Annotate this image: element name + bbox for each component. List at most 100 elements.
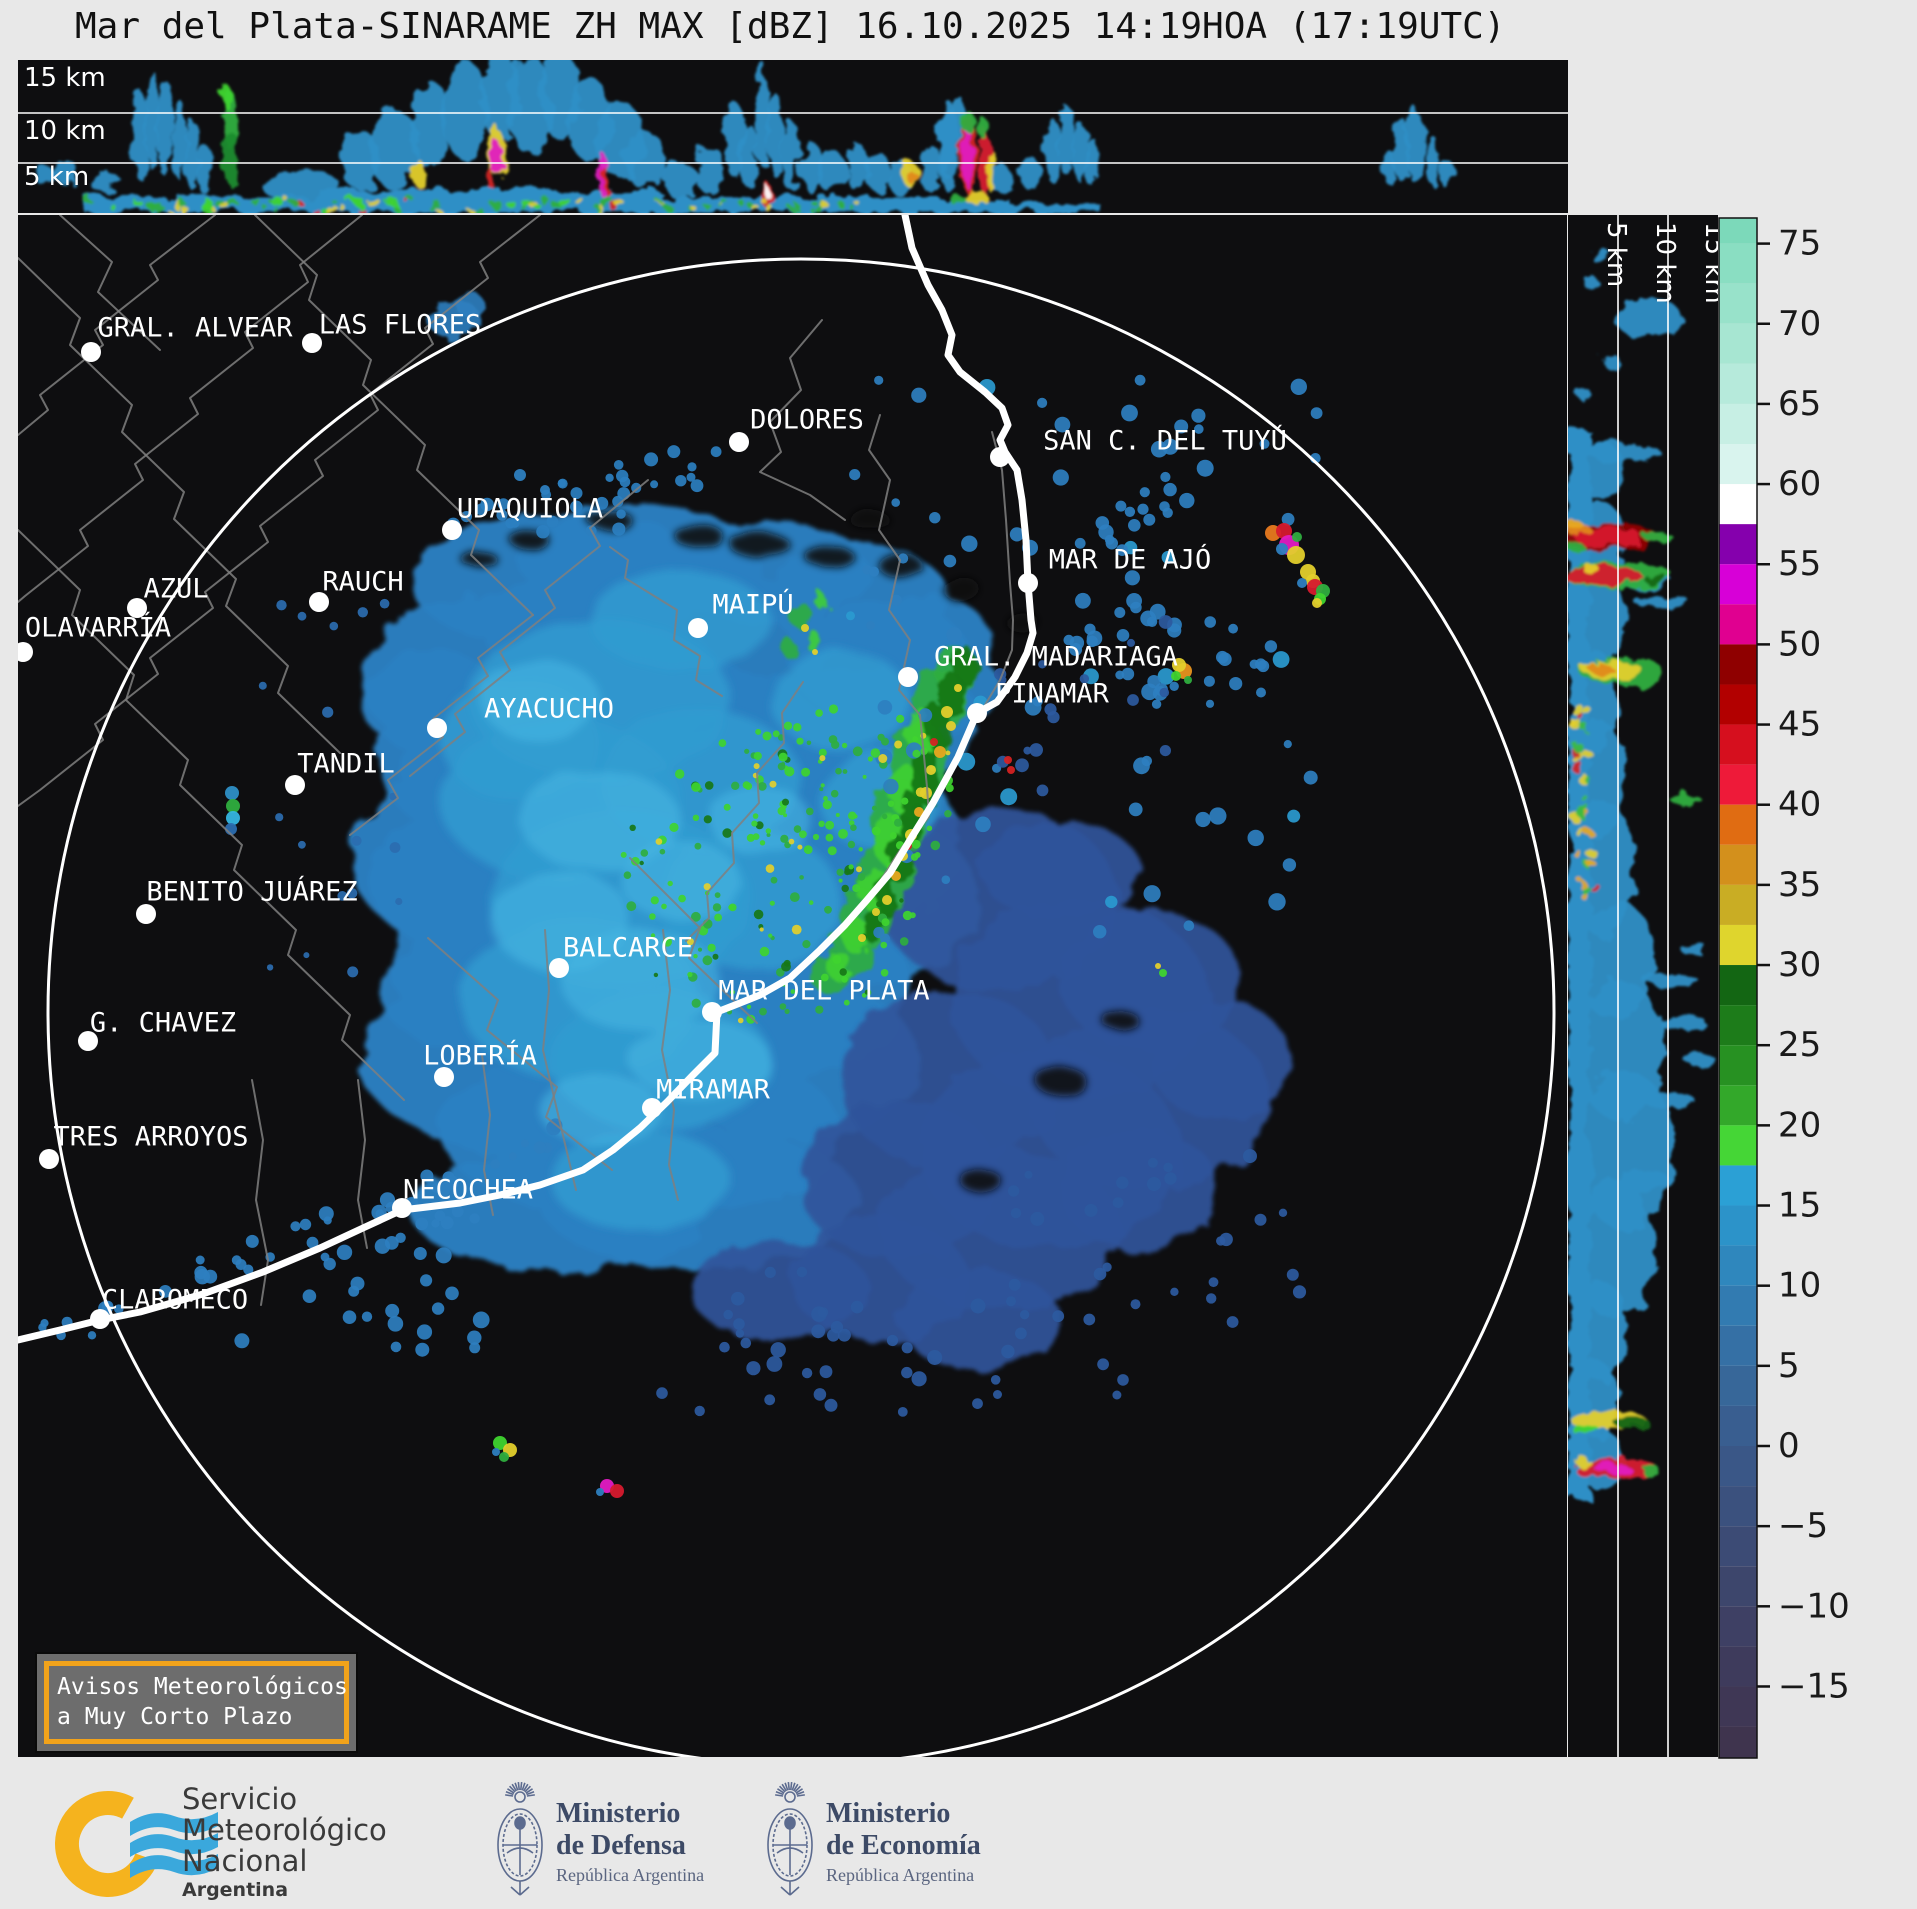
city-markers: GRAL. ALVEAR LAS FLORES DOLORES SAN C. DEL … <box>18 310 1287 1329</box>
city-label: LOBERÍA <box>423 1040 537 1072</box>
top-height-label: 5 km <box>24 162 89 192</box>
smn-line1: Servicio <box>182 1782 298 1816</box>
county-boundaries <box>18 215 1014 1306</box>
city-label: PINAMAR <box>995 679 1110 710</box>
city-label: UDAQUIOLA <box>457 494 603 525</box>
colorbar-tick-label: −15 <box>1778 1666 1850 1706</box>
top-height-label: 10 km <box>24 116 106 146</box>
economia-sub: República Argentina <box>826 1865 975 1885</box>
colorbar-tick-label: 75 <box>1778 224 1821 264</box>
city-dot <box>39 1149 59 1169</box>
city-dot <box>898 667 918 687</box>
right-height-label: 15 km <box>1699 222 1729 304</box>
defensa-crest-icon <box>489 1775 551 1905</box>
echo-holes <box>462 510 1138 1192</box>
smn-logo-icon <box>52 1786 222 1908</box>
defensa-line2: de Defensa <box>556 1830 686 1861</box>
ministerio-defensa: Ministerio de Defensa República Argentin… <box>556 1798 704 1886</box>
colorbar-tick-label: 15 <box>1778 1186 1821 1226</box>
right-height-label: 5 km <box>1601 222 1631 287</box>
city-dot <box>392 1198 412 1218</box>
defensa-line1: Ministerio <box>556 1798 681 1829</box>
colorbar-tick-label: −5 <box>1778 1506 1828 1546</box>
echo-mid <box>440 570 940 1230</box>
city-label: AZUL <box>143 574 208 605</box>
economia-line1: Ministerio <box>826 1798 951 1829</box>
page-title: Mar del Plata-SINARAME ZH MAX [dBZ] 16.1… <box>75 6 1506 47</box>
colorbar-tick-label: 40 <box>1778 785 1821 825</box>
colorbar-tick-label: 55 <box>1778 544 1821 584</box>
city-dot <box>549 958 569 978</box>
city-dot <box>729 432 749 452</box>
city-dot <box>285 775 305 795</box>
city-dot <box>688 618 708 638</box>
city-label: TRES ARROYOS <box>53 1122 248 1153</box>
top-profile-echoes <box>35 60 1451 213</box>
city-label: BENITO JUÁREZ <box>146 876 357 908</box>
city-label: BALCARCE <box>563 933 693 964</box>
city-label: GRAL. MADARIAGA <box>934 642 1178 673</box>
city-label: RAUCH <box>322 567 403 598</box>
city-dot <box>136 904 156 924</box>
city-label: AYACUCHO <box>484 694 614 725</box>
right-profile-echoes <box>1568 247 1716 1500</box>
top-cross-section-panel: 15 km 10 km 5 km <box>18 60 1568 213</box>
ministerio-economia: Ministerio de Economía República Argenti… <box>826 1798 981 1886</box>
colorbar-tick-label: −10 <box>1778 1586 1850 1626</box>
city-dot <box>642 1098 662 1118</box>
city-dot <box>1018 573 1038 593</box>
city-dot <box>90 1309 110 1329</box>
city-dot <box>702 1002 722 1022</box>
range-ring <box>46 257 1556 1757</box>
defensa-sub: República Argentina <box>556 1865 705 1885</box>
top-height-label: 15 km <box>24 63 106 93</box>
city-dot <box>81 342 101 362</box>
echo-speckles <box>38 374 1323 1417</box>
colorbar-tick-label: 30 <box>1778 945 1821 985</box>
city-dot <box>434 1067 454 1087</box>
city-dot <box>990 447 1010 467</box>
colorbar-tick-label: 50 <box>1778 624 1821 664</box>
colorbar-tick-label: 25 <box>1778 1025 1821 1065</box>
city-label: GRAL. ALVEAR <box>97 313 293 344</box>
colorbar-tick-label: 70 <box>1778 304 1821 344</box>
city-label: CLAROMECO <box>102 1285 248 1316</box>
city-label: MAIPÚ <box>712 589 793 621</box>
city-label: SAN C. DEL TUYÚ <box>1043 425 1287 457</box>
avisos-line2: a Muy Corto Plazo <box>57 1704 293 1730</box>
city-label: LAS FLORES <box>319 310 482 341</box>
echo-sea-field <box>690 810 1290 1370</box>
city-label: NECOCHEA <box>403 1175 533 1206</box>
smn-line2: Meteorológico <box>182 1813 387 1847</box>
economia-crest-icon <box>759 1775 821 1905</box>
city-dot <box>427 718 447 738</box>
city-dot <box>302 333 322 353</box>
right-height-label: 10 km <box>1650 222 1680 304</box>
map-panel: GRAL. ALVEAR LAS FLORES DOLORES SAN C. DEL … <box>18 215 1567 1757</box>
smn-line3: Nacional <box>182 1844 308 1878</box>
city-label: G. CHAVEZ <box>90 1008 236 1039</box>
smn-logo-text: Servicio Meteorológico Nacional Argentin… <box>182 1782 387 1902</box>
city-label: MAR DE AJÓ <box>1049 544 1212 576</box>
colorbar-tick-label: 65 <box>1778 384 1821 424</box>
city-label: TANDIL <box>297 749 395 780</box>
city-label: DOLORES <box>750 405 864 436</box>
economia-line2: de Economía <box>826 1830 981 1861</box>
colorbar-tick-label: 60 <box>1778 464 1821 504</box>
city-dot <box>18 642 33 662</box>
city-dot <box>78 1031 98 1051</box>
colorbar-tick-label: 0 <box>1778 1426 1800 1466</box>
city-label: OLAVARRÍA <box>25 612 171 644</box>
colorbar-tick-label: 45 <box>1778 705 1821 745</box>
avisos-banner[interactable]: Avisos Meteorológicos a Muy Corto Plazo <box>35 1652 358 1753</box>
smn-country: Argentina <box>182 1879 289 1901</box>
colorbar-tick-label: 5 <box>1778 1346 1800 1386</box>
colorbar-tick-label: 10 <box>1778 1266 1821 1306</box>
right-cross-section-panel: 5 km 10 km 15 km <box>1568 215 1729 1757</box>
city-dot <box>442 520 462 540</box>
coastline <box>18 215 1037 1344</box>
city-dot <box>309 592 329 612</box>
colorbar-tick-label: 20 <box>1778 1105 1821 1145</box>
